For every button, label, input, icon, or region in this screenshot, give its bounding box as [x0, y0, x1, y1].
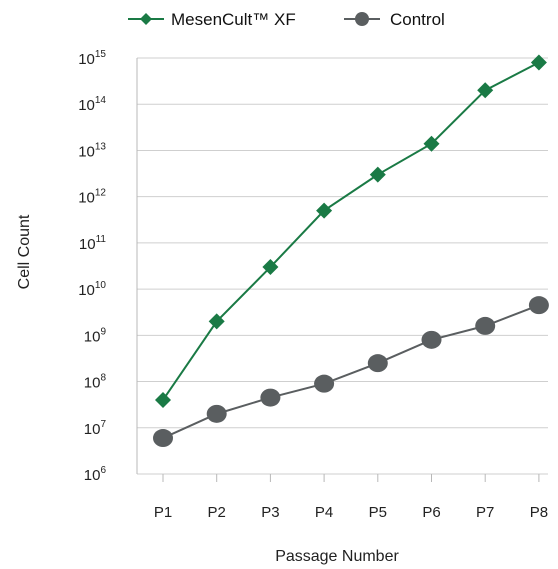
y-tick-labels: 106 107 108 109 1010 1011 1012 1013 1014 1015: [78, 49, 106, 484]
y-tick-label: 1014: [78, 95, 106, 114]
y-axis-title: Cell Count: [16, 214, 33, 289]
y-tick-label: 108: [84, 373, 107, 392]
data-point: [314, 374, 335, 393]
x-tick-label: P7: [476, 504, 494, 521]
x-tick-label: P4: [315, 504, 333, 521]
data-point: [367, 354, 388, 373]
legend: MesenCult™ XF Control: [128, 10, 445, 29]
legend-label: MesenCult™ XF: [171, 10, 296, 29]
data-point: [155, 391, 171, 408]
y-tick-label: 107: [84, 419, 107, 438]
data-point: [262, 259, 279, 276]
y-tick-label: 106: [84, 465, 107, 484]
data-point: [206, 404, 227, 423]
data-point: [260, 388, 281, 407]
legend-diamond-marker: [140, 13, 152, 25]
data-point: [475, 316, 496, 335]
data-point: [423, 135, 440, 152]
data-point: [208, 313, 225, 330]
y-tick-label: 1010: [78, 280, 106, 299]
data-point: [421, 330, 442, 349]
gridlines: [137, 57, 548, 475]
x-tick-label: P8: [530, 504, 548, 521]
x-tick-label: P5: [369, 504, 387, 521]
series-line: [162, 61, 540, 401]
x-tick-label: P1: [154, 504, 172, 521]
data-point: [528, 296, 549, 315]
x-tick-label: P6: [422, 504, 440, 521]
series-mesencult-xf: [155, 54, 547, 408]
y-tick-label: 1015: [78, 49, 106, 68]
legend-label: Control: [390, 10, 445, 29]
x-tick-label: P2: [208, 504, 226, 521]
y-tick-label: 1012: [78, 188, 106, 207]
axes: [136, 58, 540, 482]
x-tick-label: P3: [261, 504, 279, 521]
x-tick-labels: P1 P2 P3 P4 P5 P6 P7 P8: [154, 504, 548, 521]
data-point: [316, 202, 333, 219]
x-axis-title: Passage Number: [275, 548, 399, 565]
legend-circle-marker: [355, 12, 369, 26]
data-point: [153, 429, 173, 448]
y-tick-label: 109: [84, 326, 107, 345]
y-tick-label: 1011: [79, 234, 107, 253]
data-point: [369, 166, 386, 183]
series-layer: [153, 54, 549, 448]
y-tick-label: 1013: [78, 141, 106, 160]
data-point: [477, 82, 494, 99]
data-point: [530, 54, 547, 71]
series-control: [153, 296, 549, 448]
